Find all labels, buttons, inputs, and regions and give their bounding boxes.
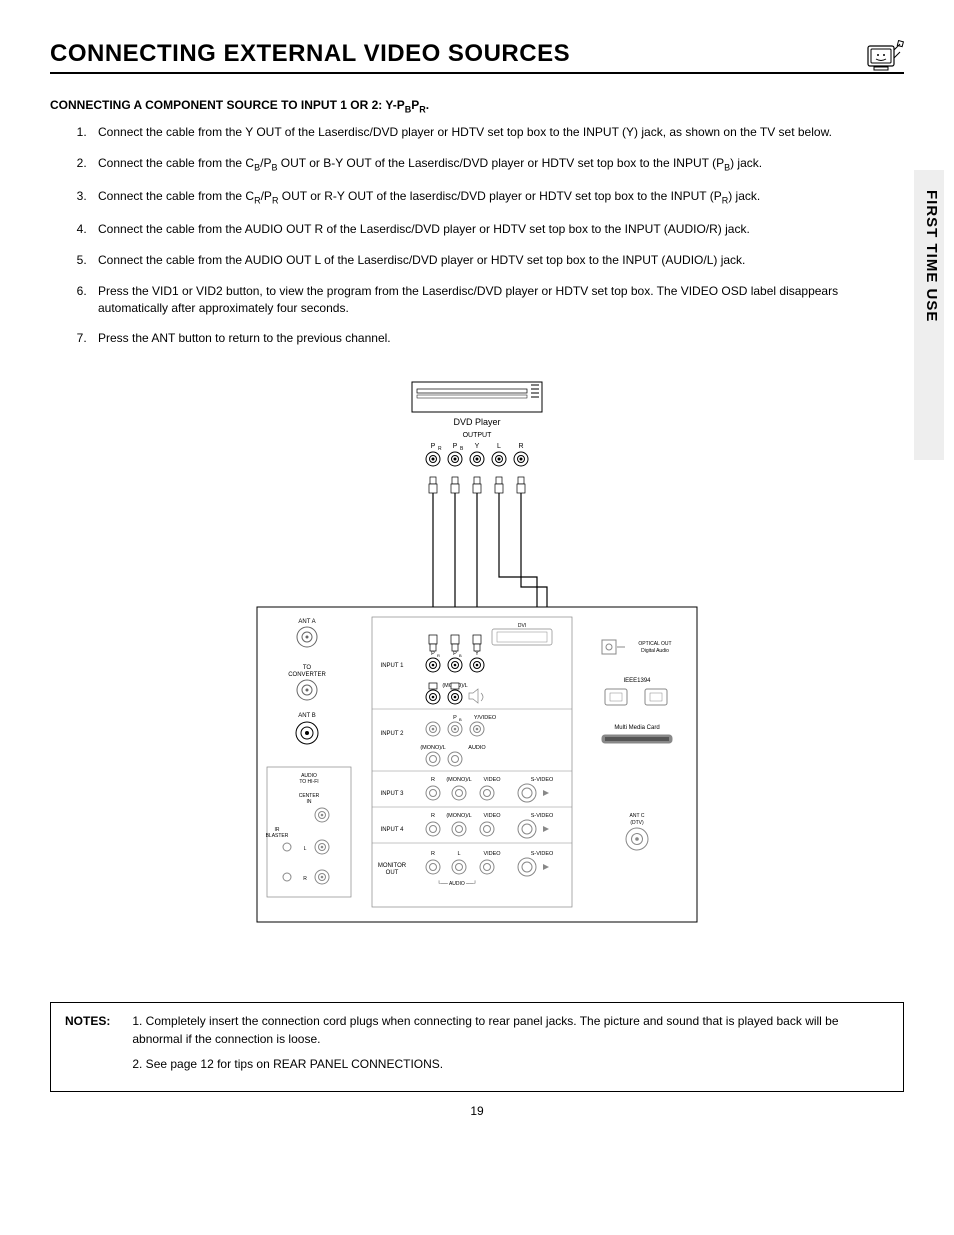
svg-text:└── AUDIO ──┘: └── AUDIO ──┘: [437, 880, 477, 887]
svg-text:R: R: [431, 777, 435, 783]
svg-text:Multi Media Card: Multi Media Card: [614, 725, 659, 731]
svg-text:(MONO)/L: (MONO)/L: [446, 777, 471, 783]
svg-text:R: R: [438, 446, 442, 452]
sidebar-label: FIRST TIME USE: [923, 190, 940, 322]
notes-box: NOTES: 1. Completely insert the connecti…: [50, 1002, 904, 1092]
svg-text:OUT: OUT: [386, 870, 399, 876]
step-item: Connect the cable from the AUDIO OUT L o…: [90, 252, 904, 269]
svg-text:ANT A: ANT A: [298, 619, 315, 625]
svg-text:VIDEO: VIDEO: [483, 777, 501, 783]
subtitle-text: CONNECTING A COMPONENT SOURCE TO INPUT 1…: [50, 98, 405, 112]
svg-text:INPUT 2: INPUT 2: [381, 731, 405, 737]
svg-text:MONITOR: MONITOR: [378, 863, 407, 869]
tv-icon: [864, 40, 904, 79]
svg-text:INPUT 4: INPUT 4: [381, 827, 405, 833]
svg-text:Digital Audio: Digital Audio: [641, 648, 669, 654]
svg-text:P: P: [431, 443, 436, 450]
svg-text:(DTV): (DTV): [630, 820, 644, 826]
section-subtitle: CONNECTING A COMPONENT SOURCE TO INPUT 1…: [50, 98, 904, 114]
svg-text:R: R: [437, 653, 440, 658]
svg-text:IN: IN: [307, 799, 312, 805]
svg-text:B: B: [460, 446, 464, 452]
cable-plugs-top: [429, 477, 525, 493]
svg-text:AUDIO: AUDIO: [468, 745, 486, 751]
svg-text:R: R: [431, 851, 435, 857]
svg-text:(MONO)/L: (MONO)/L: [420, 745, 445, 751]
svg-text:P: P: [453, 715, 457, 721]
svg-text:TO HI-FI: TO HI-FI: [299, 779, 318, 785]
svg-text:Y/VIDEO: Y/VIDEO: [474, 715, 497, 721]
subtitle-suffix: .: [426, 98, 429, 112]
note-item: 1. Completely insert the connection cord…: [132, 1013, 886, 1048]
step-item: Connect the cable from the Y OUT of the …: [90, 124, 904, 141]
svg-text:L: L: [497, 443, 501, 450]
svg-text:S-VIDEO: S-VIDEO: [531, 851, 554, 857]
notes-label: NOTES:: [65, 1013, 129, 1030]
step-item: Connect the cable from the CR/PR OUT or …: [90, 188, 904, 207]
svg-text:P: P: [453, 651, 457, 657]
svg-text:P: P: [431, 651, 435, 657]
output-label: OUTPUT: [463, 432, 493, 439]
svg-text:R: R: [431, 813, 435, 819]
svg-text:Y: Y: [475, 651, 479, 657]
step-item: Press the ANT button to return to the pr…: [90, 330, 904, 347]
svg-text:ANT B: ANT B: [298, 713, 316, 719]
step-item: Press the VID1 or VID2 button, to view t…: [90, 283, 904, 317]
svg-text:OPTICAL OUT: OPTICAL OUT: [638, 641, 671, 647]
svg-text:L: L: [457, 851, 460, 857]
svg-text:VIDEO: VIDEO: [483, 813, 501, 819]
svg-text:B: B: [459, 653, 462, 658]
svg-text:DVI: DVI: [518, 623, 526, 629]
svg-text:S-VIDEO: S-VIDEO: [531, 777, 554, 783]
svg-text:BLASTER: BLASTER: [266, 833, 289, 839]
step-item: Connect the cable from the AUDIO OUT R o…: [90, 221, 904, 238]
dvd-output-jacks: PR PB Y L R: [426, 443, 528, 466]
page-title: CONNECTING EXTERNAL VIDEO SOURCES: [50, 40, 904, 74]
steps-list: Connect the cable from the Y OUT of the …: [50, 124, 904, 347]
svg-text:IEEE1394: IEEE1394: [623, 678, 651, 684]
svg-text:L: L: [304, 846, 307, 852]
svg-text:P: P: [453, 443, 458, 450]
svg-text:TO: TO: [303, 665, 312, 671]
step-item: Connect the cable from the CB/PB OUT or …: [90, 155, 904, 174]
dvd-label: DVD Player: [453, 417, 500, 427]
svg-text:R: R: [303, 876, 307, 882]
svg-text:Y: Y: [475, 443, 480, 450]
svg-text:(MONO)/L: (MONO)/L: [446, 813, 471, 819]
note-item: 2. See page 12 for tips on REAR PANEL CO…: [132, 1056, 886, 1073]
connection-diagram: DVD Player OUTPUT PR PB Y L R: [50, 377, 904, 942]
svg-text:CONVERTER: CONVERTER: [288, 672, 326, 678]
svg-text:ANT C: ANT C: [630, 813, 645, 819]
svg-text:VIDEO: VIDEO: [483, 851, 501, 857]
page-number: 19: [50, 1104, 904, 1118]
svg-text:INPUT 1: INPUT 1: [381, 663, 405, 669]
svg-text:B: B: [459, 717, 462, 722]
svg-text:S-VIDEO: S-VIDEO: [531, 813, 554, 819]
dvd-player-icon: [412, 382, 542, 412]
svg-text:R: R: [518, 443, 523, 450]
svg-text:INPUT 3: INPUT 3: [381, 791, 405, 797]
